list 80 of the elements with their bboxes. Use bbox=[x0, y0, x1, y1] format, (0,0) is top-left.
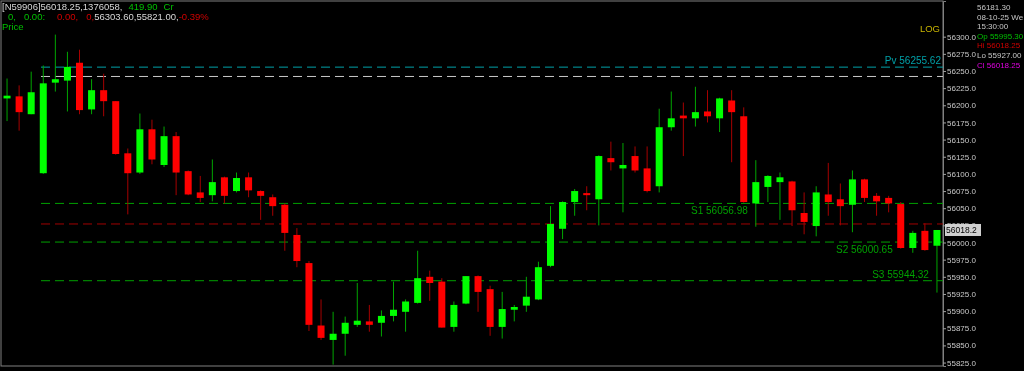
y-tick-label: 56225.0 bbox=[947, 84, 977, 94]
text: 56181.30 bbox=[977, 3, 1011, 12]
text: Op 55995.30 bbox=[977, 31, 1024, 41]
y-tick-label: 55975.0 bbox=[947, 255, 977, 265]
candlestick bbox=[15, 84, 23, 132]
annotation: 0.00, bbox=[57, 11, 79, 22]
candlestick bbox=[329, 311, 337, 366]
candlestick bbox=[667, 91, 675, 132]
ref-line-label: Pv 56255.62 bbox=[884, 55, 942, 67]
candlestick bbox=[220, 176, 228, 204]
candlestick bbox=[184, 169, 192, 196]
y-tick-label: 56275.0 bbox=[947, 49, 977, 59]
candlestick bbox=[63, 51, 71, 112]
y-tick-label: 55825.0 bbox=[947, 358, 977, 368]
y-tick-label: 56125.0 bbox=[947, 152, 977, 162]
ref-line-label: S2 56000.65 bbox=[835, 244, 894, 256]
y-tick-label: 56050.0 bbox=[947, 204, 977, 214]
y-tick-label: 55850.0 bbox=[947, 341, 977, 351]
candlestick bbox=[402, 298, 410, 333]
candlestick bbox=[257, 189, 265, 221]
candlestick bbox=[450, 301, 458, 333]
y-tick-label: 56175.0 bbox=[947, 118, 977, 128]
candlestick bbox=[365, 304, 373, 333]
candlestick bbox=[341, 316, 349, 357]
candlestick bbox=[498, 291, 506, 340]
text: 15:30:00 bbox=[977, 22, 1009, 32]
candlestick bbox=[474, 274, 482, 313]
text: Hi 56018.25 bbox=[977, 41, 1021, 51]
text: Lo 55927.00 bbox=[977, 51, 1023, 60]
annotation: 0, bbox=[86, 11, 95, 22]
candlestick bbox=[353, 282, 361, 328]
y-tick-label: 55925.0 bbox=[947, 290, 977, 300]
candlestick bbox=[631, 145, 639, 174]
text: Cl 56018.25 bbox=[977, 60, 1021, 70]
annotation: 0, bbox=[8, 11, 16, 22]
candlestick bbox=[728, 89, 736, 163]
candlestick bbox=[233, 172, 240, 193]
candlestick bbox=[824, 162, 832, 217]
candlestick bbox=[124, 148, 132, 215]
annotation: 0.00: bbox=[23, 11, 46, 22]
ref-line-label: S1 56056.98 bbox=[691, 205, 749, 217]
candlestick bbox=[873, 192, 881, 217]
candlestick bbox=[643, 145, 651, 193]
candlestick bbox=[691, 86, 699, 128]
y-tick-label: 56075.0 bbox=[947, 187, 977, 197]
candlestick bbox=[196, 175, 204, 203]
annotation: [N59906]56018.25,1376058, bbox=[2, 1, 123, 12]
text: 08-10-25 We bbox=[977, 12, 1024, 22]
candlestick bbox=[51, 34, 59, 93]
text: 56018.2 bbox=[946, 224, 977, 235]
candlestick bbox=[704, 89, 711, 123]
candlestick bbox=[607, 141, 615, 171]
candlestick bbox=[245, 172, 253, 198]
ref-line-label: S3 55944.32 bbox=[872, 268, 930, 280]
y-tick-label: 56100.0 bbox=[947, 169, 977, 179]
candlestick bbox=[583, 185, 591, 211]
candlestick bbox=[269, 193, 277, 217]
annotation: Cr bbox=[163, 1, 174, 12]
candlestick bbox=[426, 270, 434, 302]
candlestick bbox=[764, 174, 772, 203]
y-tick-label: 56250.0 bbox=[947, 67, 977, 77]
y-tick-label: 56200.0 bbox=[947, 101, 977, 111]
y-tick-label: 55900.0 bbox=[947, 307, 977, 317]
y-tick-label: 56000.0 bbox=[947, 238, 977, 248]
y-tick-label: 55950.0 bbox=[947, 272, 977, 282]
annotation: Price bbox=[2, 21, 24, 32]
annotation: LOG bbox=[919, 23, 940, 34]
candlestick bbox=[716, 97, 724, 133]
y-tick-label: 56150.0 bbox=[947, 135, 977, 145]
annotation: 419.90 bbox=[128, 1, 158, 12]
y-tick-label: 55875.0 bbox=[947, 324, 977, 334]
candlestick bbox=[377, 309, 385, 337]
annotation: 56303.60,55821.00, bbox=[94, 11, 179, 22]
candlestick bbox=[27, 71, 35, 115]
candlestick bbox=[88, 78, 96, 115]
candlestick bbox=[208, 158, 216, 202]
candlestick bbox=[317, 298, 325, 341]
y-tick-label: 56300.0 bbox=[947, 32, 977, 42]
annotation: -0.39% bbox=[178, 11, 210, 22]
candlestick bbox=[100, 73, 108, 117]
